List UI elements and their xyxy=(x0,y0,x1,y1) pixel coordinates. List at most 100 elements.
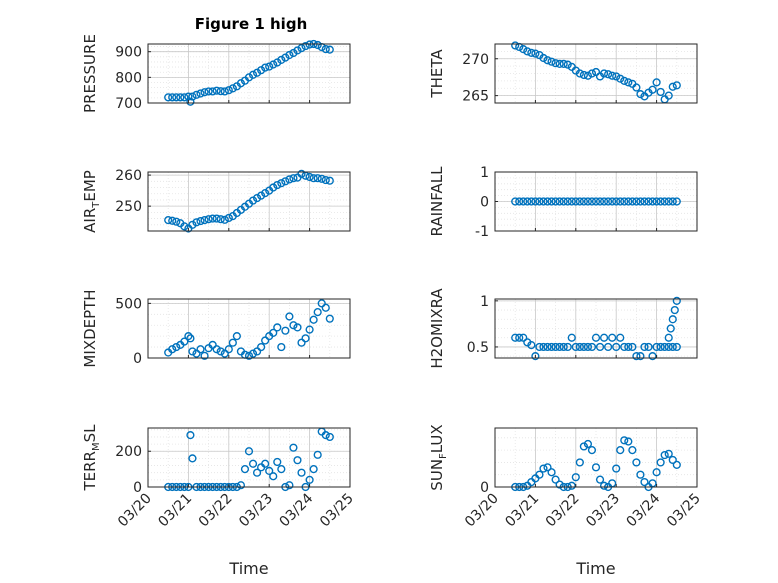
data-point xyxy=(632,197,641,206)
data-point xyxy=(632,83,641,92)
data-point xyxy=(668,342,677,352)
data-point xyxy=(192,90,201,99)
data-point xyxy=(668,455,677,465)
data-point xyxy=(273,323,282,332)
data-point xyxy=(188,92,197,101)
data-point xyxy=(652,468,661,477)
y-axis-label: THETA xyxy=(428,49,446,99)
data-point xyxy=(591,463,601,472)
data-point xyxy=(196,89,205,98)
data-point xyxy=(652,78,661,87)
data-point xyxy=(248,459,258,468)
subplot-pressure: 700 800 900 PRESSURE xyxy=(81,34,351,113)
data-point xyxy=(551,59,560,68)
data-point xyxy=(587,69,597,78)
data-point xyxy=(624,342,633,352)
data-point xyxy=(186,431,195,440)
data-point xyxy=(612,197,621,206)
data-point xyxy=(523,47,532,56)
data-point xyxy=(240,465,250,474)
data-point xyxy=(648,197,657,206)
data-point xyxy=(660,342,669,352)
data-point xyxy=(670,305,679,315)
data-point xyxy=(628,342,637,352)
data-point xyxy=(244,73,254,82)
data-point xyxy=(228,338,237,347)
x-axis-label: Time xyxy=(228,559,268,578)
data-point xyxy=(281,53,290,62)
axes-box xyxy=(147,298,351,359)
data-point xyxy=(595,197,605,206)
data-point xyxy=(269,60,278,69)
data-point xyxy=(293,46,302,55)
data-point xyxy=(559,59,568,69)
y-tick-label: 250 xyxy=(115,199,142,215)
data-point xyxy=(325,314,334,323)
x-tick-label: 03/20 xyxy=(462,491,502,531)
data-point xyxy=(244,447,254,456)
data-point xyxy=(301,41,310,51)
data-point xyxy=(321,45,330,54)
data-point xyxy=(587,446,597,455)
data-point xyxy=(604,342,613,352)
data-point xyxy=(285,312,294,321)
data-point xyxy=(309,465,318,474)
data-point xyxy=(515,197,524,206)
data-point xyxy=(648,85,657,94)
data-point xyxy=(204,215,213,224)
data-point xyxy=(519,197,528,206)
data-point xyxy=(648,352,657,361)
subplot-theta: 265 270 THETA xyxy=(428,41,698,105)
data-point xyxy=(248,349,258,358)
axes-box xyxy=(494,298,698,359)
data-point xyxy=(220,87,229,96)
x-tick-label: 03/22 xyxy=(196,491,236,531)
data-point xyxy=(196,216,205,226)
data-point xyxy=(236,79,246,88)
x-tick-label: 03/21 xyxy=(502,491,542,531)
data-point xyxy=(664,91,673,100)
x-tick-label: 03/25 xyxy=(664,491,704,531)
data-point xyxy=(208,87,217,96)
data-point xyxy=(652,342,661,352)
data-point xyxy=(575,69,584,78)
data-point xyxy=(624,437,633,446)
data-point xyxy=(325,432,334,442)
y-tick-label: 260 xyxy=(115,168,142,184)
data-point xyxy=(220,349,229,358)
data-point xyxy=(289,321,298,330)
subplot-h2omixra: 0.5 1 H2OMIXRA xyxy=(428,288,698,369)
data-point xyxy=(547,468,556,477)
data-point xyxy=(244,351,254,360)
y-axis-label: TERRMSL xyxy=(81,424,102,492)
data-point xyxy=(604,70,613,79)
data-point xyxy=(612,72,621,81)
data-point xyxy=(277,465,286,474)
data-point xyxy=(212,345,221,354)
data-point xyxy=(527,48,536,57)
data-point xyxy=(511,197,520,206)
data-point xyxy=(567,197,576,206)
data-point xyxy=(252,193,262,203)
data-point xyxy=(620,342,629,352)
data-point xyxy=(511,333,520,342)
data-point xyxy=(325,45,334,54)
data-point xyxy=(539,342,548,352)
data-point xyxy=(220,215,229,224)
data-point xyxy=(527,197,536,206)
data-point xyxy=(313,174,322,183)
data-point xyxy=(321,175,330,185)
data-point xyxy=(612,342,621,352)
data-point xyxy=(269,328,278,337)
y-tick-label: 0 xyxy=(480,195,489,211)
data-point xyxy=(200,88,209,97)
data-point xyxy=(579,197,588,206)
data-point xyxy=(583,342,593,352)
data-point xyxy=(555,342,564,352)
data-point xyxy=(196,345,205,354)
data-point xyxy=(616,446,625,455)
data-point xyxy=(212,86,221,95)
data-point xyxy=(636,197,645,206)
data-point xyxy=(313,40,322,50)
data-point xyxy=(672,197,681,206)
